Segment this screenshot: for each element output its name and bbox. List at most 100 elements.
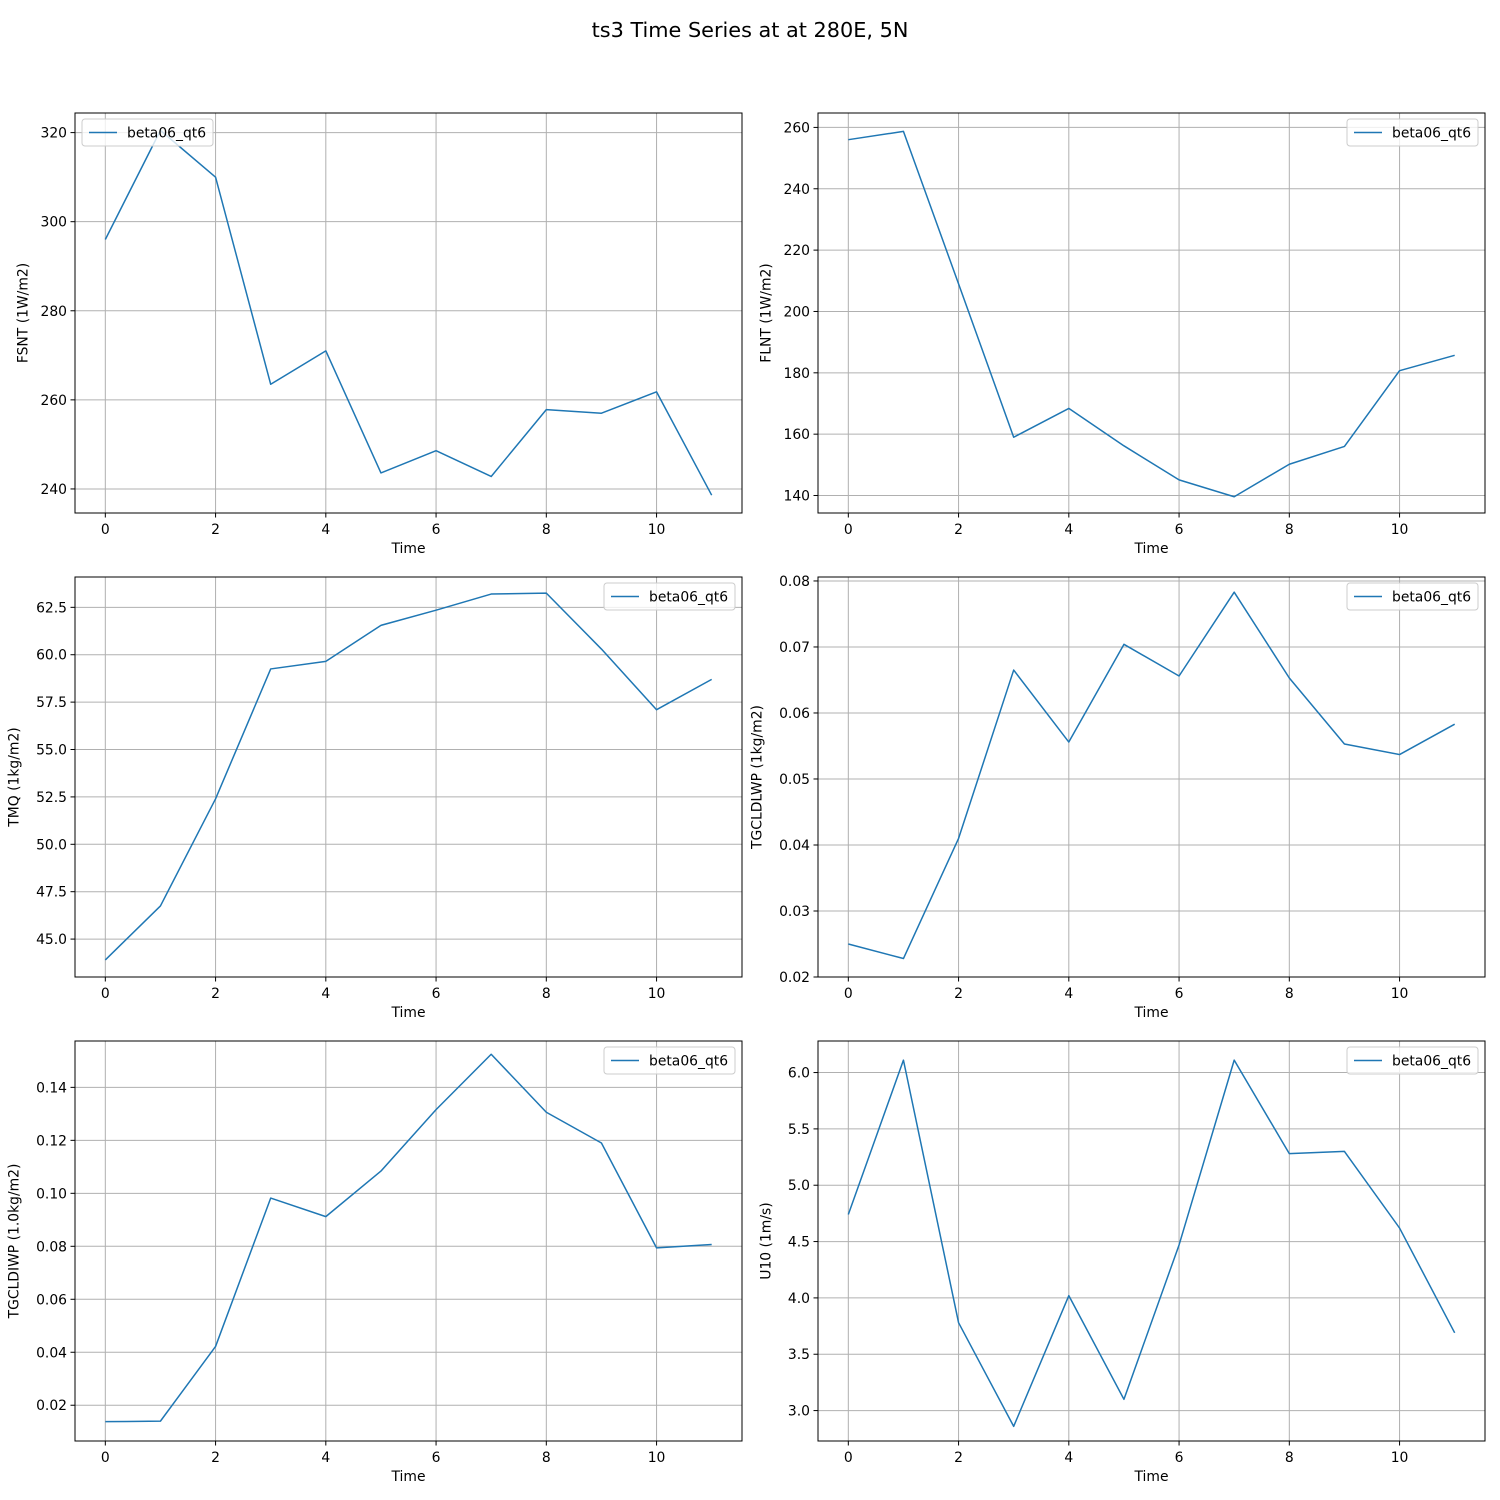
axes-frame <box>74 1040 743 1442</box>
x-tick-label: 8 <box>542 522 551 538</box>
y-tick-label: 5.5 <box>788 1122 810 1138</box>
subplot-bottom-left: 0 2 4 6 8 10 0.02 0.04 0.06 0.08 0.10 0.12 0.14 Time T… <box>6 1040 743 1485</box>
x-tick-label: 2 <box>211 986 220 1002</box>
y-tick-label: 0.07 <box>779 640 810 656</box>
subplot-bottom-right: 0 2 4 6 8 10 3.0 3.5 4.0 4.5 5.0 5.5 6.0 Time U10 (1m/… <box>758 1040 1486 1485</box>
series-line <box>105 1053 712 1423</box>
y-tick-label: 0.08 <box>779 574 810 590</box>
y-tick-label: 0.06 <box>779 706 810 722</box>
axes-frame <box>817 112 1486 514</box>
series-line <box>104 129 713 496</box>
series-line <box>847 1059 1456 1428</box>
legend: beta06_qt6 <box>81 118 214 147</box>
subplot-middle-right: 0 2 4 6 8 10 0.02 0.03 0.04 0.05 0.06 0.07 0.08 Time T… <box>749 574 1486 1021</box>
x-tick-label: 0 <box>844 1450 853 1466</box>
x-tick-label: 8 <box>1285 522 1294 538</box>
legend: beta06_qt6 <box>603 1046 736 1075</box>
x-axis-label: Time <box>1134 541 1169 557</box>
x-tick-label: 2 <box>954 522 963 538</box>
legend: beta06_qt6 <box>1346 582 1479 611</box>
x-tick-label: 8 <box>542 986 551 1002</box>
y-tick-label: 0.02 <box>36 1398 67 1414</box>
y-tick-label: 4.0 <box>788 1291 810 1307</box>
y-tick-label: 260 <box>783 120 810 136</box>
x-axis-label: Time <box>391 1005 426 1021</box>
x-axis-label: Time <box>1134 1469 1169 1485</box>
y-tick-label: 4.5 <box>788 1235 810 1251</box>
y-tick-label: 0.02 <box>779 970 810 986</box>
subplot-top-right: 0 2 4 6 8 10 140 160 180 200 220 240 260 Time FLNT (1W… <box>758 112 1486 557</box>
y-tick-label: 280 <box>40 304 67 320</box>
legend-box <box>1346 1046 1479 1075</box>
y-axis-label: TGCLDIWP (1.0kg/m2) <box>6 1164 22 1320</box>
y-tick-label: 260 <box>40 393 67 409</box>
x-tick-label: 4 <box>321 1450 330 1466</box>
y-tick-label: 200 <box>783 304 810 320</box>
y-tick-label: 0.06 <box>36 1292 67 1308</box>
y-tick-label: 300 <box>40 215 67 231</box>
y-tick-label: 0.04 <box>779 838 810 854</box>
x-tick-label: 2 <box>211 522 220 538</box>
axes-frame <box>817 1040 1486 1442</box>
y-tick-label: 0.14 <box>36 1080 67 1096</box>
subplot-top-left: 0 2 4 6 8 10 240 260 280 300 320 Time FSNT (1W/m2) be… <box>15 112 743 557</box>
y-tick-label: 55.0 <box>36 743 67 759</box>
y-axis-label: FSNT (1W/m2) <box>15 263 31 363</box>
x-tick-label: 10 <box>1391 1450 1409 1466</box>
x-tick-label: 6 <box>432 1450 441 1466</box>
x-tick-label: 6 <box>432 522 441 538</box>
y-tick-label: 3.5 <box>788 1347 810 1363</box>
x-tick-label: 4 <box>321 986 330 1002</box>
x-tick-label: 4 <box>321 522 330 538</box>
x-tick-label: 0 <box>844 986 853 1002</box>
x-tick-label: 10 <box>648 522 666 538</box>
y-tick-label: 320 <box>40 126 67 142</box>
legend-label: beta06_qt6 <box>127 126 206 142</box>
x-tick-label: 0 <box>101 1450 110 1466</box>
legend-box <box>1346 582 1479 611</box>
x-tick-label: 6 <box>1175 1450 1184 1466</box>
x-tick-label: 2 <box>211 1450 220 1466</box>
legend-label: beta06_qt6 <box>1392 1054 1471 1070</box>
x-tick-label: 6 <box>432 986 441 1002</box>
series-line <box>848 591 1456 960</box>
y-tick-label: 220 <box>783 243 810 259</box>
y-tick-label: 62.5 <box>36 600 67 616</box>
legend-box <box>81 118 214 147</box>
y-tick-label: 45.0 <box>36 932 67 948</box>
y-tick-label: 0.05 <box>779 772 810 788</box>
y-tick-label: 60.0 <box>36 648 67 664</box>
legend-box <box>603 582 736 611</box>
y-tick-label: 5.0 <box>788 1178 810 1194</box>
x-axis-label: Time <box>1134 1005 1169 1021</box>
x-tick-label: 2 <box>954 1450 963 1466</box>
legend-box <box>603 1046 736 1075</box>
legend-label: beta06_qt6 <box>1392 590 1471 606</box>
x-tick-label: 10 <box>648 1450 666 1466</box>
x-tick-label: 10 <box>1391 522 1409 538</box>
x-tick-label: 4 <box>1064 1450 1073 1466</box>
y-axis-label: TMQ (1kg/m2) <box>6 727 22 827</box>
x-tick-label: 0 <box>844 522 853 538</box>
subplot-middle-left: 0 2 4 6 8 10 45.0 47.5 50.0 52.5 55.0 57.5 60.0 62.5 T… <box>6 576 743 1021</box>
y-tick-label: 180 <box>783 366 810 382</box>
y-tick-label: 52.5 <box>36 790 67 806</box>
y-tick-label: 0.08 <box>36 1239 67 1255</box>
x-tick-label: 8 <box>542 1450 551 1466</box>
x-tick-label: 0 <box>101 986 110 1002</box>
legend-label: beta06_qt6 <box>649 1054 728 1070</box>
series-line <box>104 592 713 961</box>
y-axis-label: FLNT (1W/m2) <box>758 263 774 362</box>
x-tick-label: 2 <box>954 986 963 1002</box>
x-tick-label: 6 <box>1175 522 1184 538</box>
legend: beta06_qt6 <box>603 582 736 611</box>
y-tick-label: 0.10 <box>36 1186 67 1202</box>
x-tick-label: 8 <box>1285 1450 1294 1466</box>
axes-frame <box>74 112 743 514</box>
y-tick-label: 57.5 <box>36 695 67 711</box>
x-tick-label: 4 <box>1064 986 1073 1002</box>
y-tick-label: 0.03 <box>779 904 810 920</box>
y-tick-label: 47.5 <box>36 885 67 901</box>
y-axis-label: U10 (1m/s) <box>758 1202 774 1279</box>
